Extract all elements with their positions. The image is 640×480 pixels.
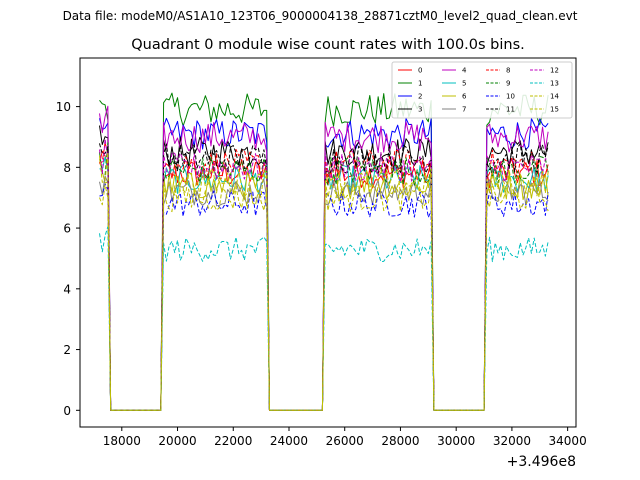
- x-tick-label: 22000: [214, 434, 252, 448]
- legend-label-0: 0: [418, 67, 422, 75]
- x-tick-label: 28000: [381, 434, 419, 448]
- x-tick-label: 34000: [549, 434, 587, 448]
- legend-label-2: 2: [418, 93, 422, 101]
- legend-label-10: 10: [506, 93, 515, 101]
- legend-label-15: 15: [550, 106, 559, 114]
- legend-label-6: 6: [462, 93, 467, 101]
- x-tick-label: 26000: [326, 434, 364, 448]
- legend-label-8: 8: [506, 67, 510, 75]
- x-tick-label: 20000: [158, 434, 196, 448]
- legend-label-7: 7: [462, 106, 466, 114]
- legend-label-3: 3: [418, 106, 422, 114]
- y-tick-label: 10: [56, 100, 71, 114]
- series-line-15: [99, 151, 549, 411]
- series-line-12: [99, 138, 549, 411]
- x-tick-label: 24000: [270, 434, 308, 448]
- legend-label-1: 1: [418, 80, 422, 88]
- axes-frame: [79, 57, 577, 428]
- plot-area: [99, 92, 549, 411]
- x-tick-label: 32000: [493, 434, 531, 448]
- legend-box: [391, 61, 573, 119]
- axes: 18000 20000 22000 24000 26000 28000 30000 32000…: [56, 57, 587, 448]
- chart-suptitle: Data file: modeM0/AS1A10_123T06_90000041…: [63, 9, 578, 23]
- x-axis-offset-label: +3.496e8: [507, 454, 576, 470]
- y-tick-label: 0: [63, 404, 71, 418]
- x-tick-label: 18000: [103, 434, 141, 448]
- y-tick-label: 8: [63, 161, 71, 175]
- legend-label-12: 12: [550, 67, 559, 75]
- legend-label-11: 11: [506, 106, 515, 114]
- legend-label-9: 9: [506, 80, 510, 88]
- legend-label-4: 4: [462, 67, 467, 75]
- legend-label-13: 13: [550, 80, 559, 88]
- y-tick-label: 2: [63, 343, 71, 357]
- chart-title: Quadrant 0 module wise count rates with …: [131, 37, 525, 53]
- y-tick-label: 6: [63, 222, 71, 236]
- x-tick-label: 30000: [437, 434, 475, 448]
- y-tick-label: 4: [63, 282, 71, 296]
- legend-label-5: 5: [462, 80, 466, 88]
- legend-label-14: 14: [550, 93, 559, 101]
